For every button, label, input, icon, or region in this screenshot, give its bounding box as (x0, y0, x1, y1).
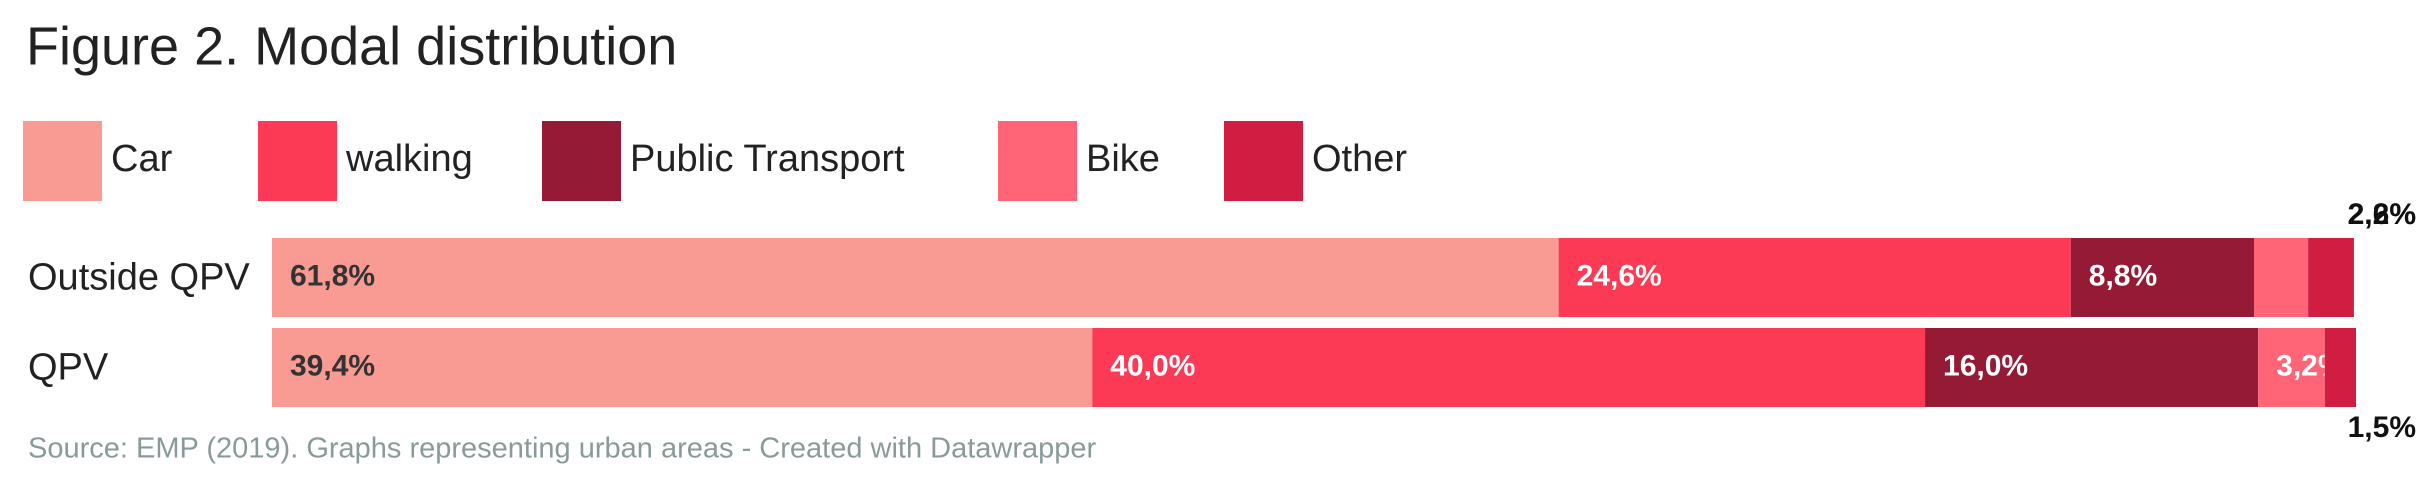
legend-label: Car (111, 138, 173, 180)
legend-label: walking (345, 138, 473, 180)
bar-segment (1558, 238, 2071, 317)
value-label: 2,2% (2348, 198, 2416, 231)
value-label: 40,0% (1110, 349, 1195, 382)
legend-label: Other (1312, 138, 1407, 180)
bar-segment (2070, 238, 2254, 317)
source: Source: EMP (2019). Graphs representing … (28, 433, 1097, 465)
value-label: 61,8% (290, 259, 375, 292)
bar-segment (2253, 238, 2309, 317)
value-label: 1,5% (2348, 411, 2416, 444)
value-label: 2,6% (2348, 198, 2416, 231)
legend-swatch (542, 121, 621, 201)
bar-segment (1092, 328, 1926, 407)
bar-segment (272, 328, 1093, 407)
value-label: 24,6% (1577, 259, 1662, 292)
bar-segment (1925, 328, 2259, 407)
legend-swatch (1224, 121, 1303, 201)
bar-segment (2258, 328, 2325, 407)
value-label: 16,0% (1943, 349, 2028, 382)
legend-swatch (258, 121, 337, 201)
bar-segment (272, 238, 1559, 317)
value-label: 39,4% (290, 349, 375, 382)
category-label: QPV (28, 347, 109, 389)
value-label: 8,8% (2089, 259, 2157, 292)
legend-swatch (23, 121, 102, 201)
legend-swatch (998, 121, 1077, 201)
chart-title: Figure 2. Modal distribution (26, 16, 677, 76)
bar-segment (2308, 238, 2354, 317)
legend-label: Bike (1086, 138, 1160, 180)
legend-label: Public Transport (630, 138, 905, 180)
bar-segment (2324, 328, 2356, 407)
category-label: Outside QPV (28, 257, 250, 299)
